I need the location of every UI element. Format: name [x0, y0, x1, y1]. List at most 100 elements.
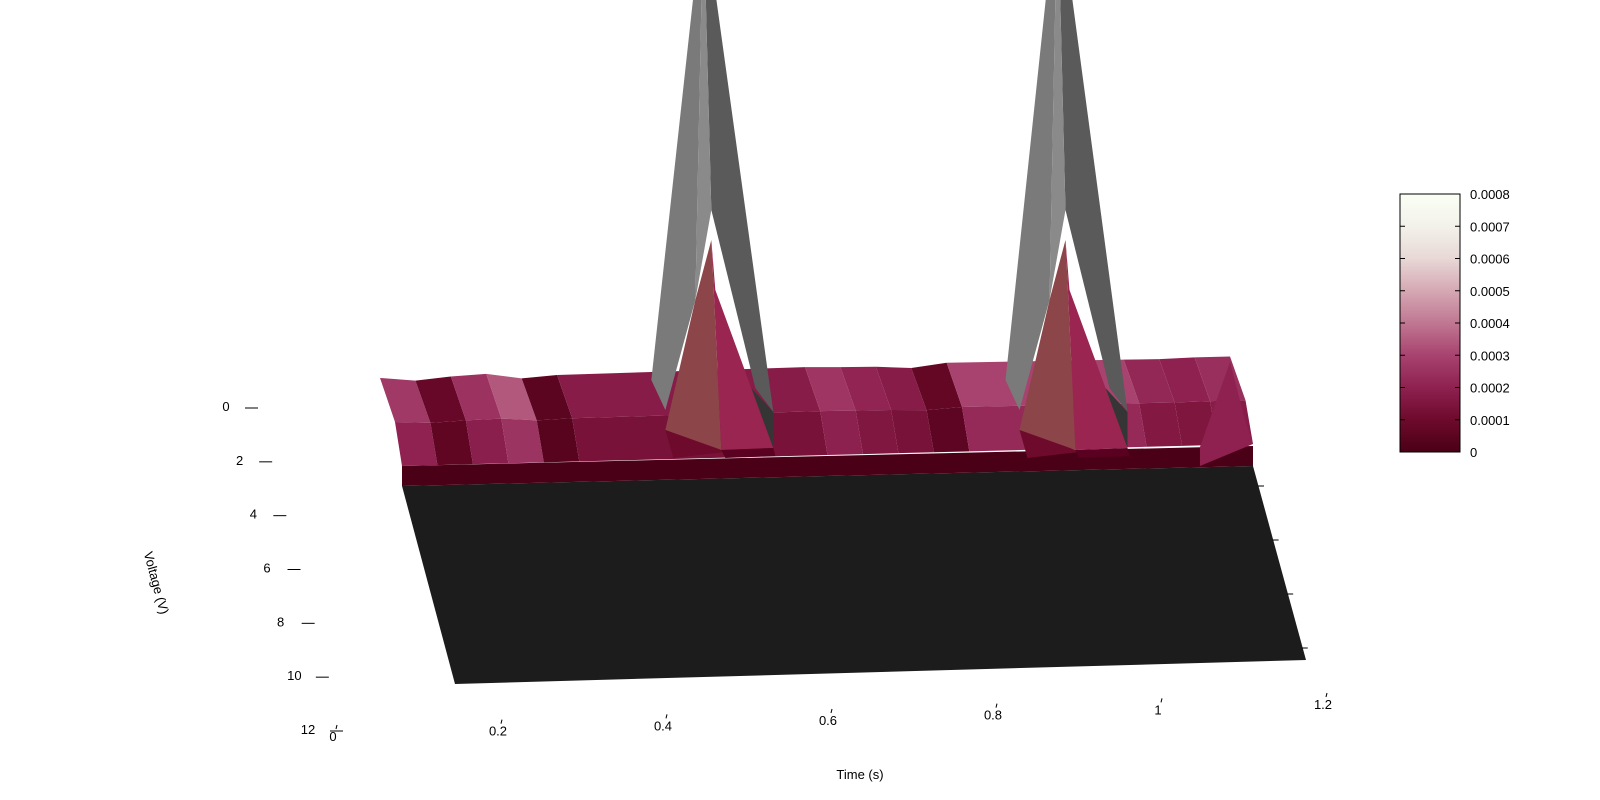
x-tick: 1 [1154, 698, 1163, 717]
peak-base [665, 430, 726, 458]
peak-flank [715, 290, 774, 448]
surface-strip [380, 377, 431, 423]
x-tick-label: 1.2 [1314, 697, 1332, 712]
peak-base [1019, 430, 1080, 458]
time-axis: 0 0.2 0.4 0.6 0.8 1 1.2 [329, 485, 1332, 744]
x-tick-mark [335, 724, 338, 730]
colorbar-tick-label: 0.0005 [1470, 284, 1510, 299]
surface-peak [1005, 0, 1130, 458]
y-tick-label: 12 [301, 722, 315, 737]
peak-flank [665, 240, 722, 450]
x-tick: 0 [329, 724, 338, 744]
surface-strip [855, 409, 899, 455]
y-tick-label: 6 [263, 561, 270, 576]
x-tick-mark [995, 703, 998, 708]
peak-face-right [1060, 0, 1128, 412]
peak-base [1075, 448, 1130, 458]
peak-face-left [651, 0, 702, 410]
surface-strip [450, 373, 502, 421]
x-tick-label: 1 [1154, 702, 1161, 717]
y-axis-title: Voltage (V) [141, 550, 172, 616]
surface-strip [430, 420, 473, 466]
peak-flank [1069, 290, 1128, 448]
peak-face-right [705, 0, 774, 412]
x-tick-label: 0 [329, 729, 336, 744]
surface-strip [1159, 357, 1211, 403]
surface-strip [501, 418, 544, 464]
peak-flank [711, 240, 774, 450]
peak-face-left [1005, 0, 1056, 410]
surface-edge [1200, 362, 1253, 466]
voltage-axis: 0 2 4 6 8 10 12 [222, 399, 343, 737]
colorbar-gradient [1399, 193, 1461, 453]
y-tick: 8 [277, 614, 315, 629]
x-tick-mark [1160, 698, 1163, 703]
colorbar-tick: 0.0006 [1400, 252, 1510, 267]
y-tick: 6 [263, 561, 301, 576]
surface-strip [805, 367, 856, 412]
peak-face-top [1049, 0, 1066, 300]
surface-strip [840, 366, 892, 411]
x-tick-mark [830, 708, 833, 714]
colorbar-tick: 0.0001 [1400, 413, 1510, 428]
surface-strip [465, 418, 509, 465]
x-tick-mark [500, 719, 503, 724]
colorbar: 0 0.0001 0.0002 0.0003 0.0004 0.0005 0.0006 0.0… [1399, 187, 1510, 460]
x-tick: 1.2 [1314, 692, 1332, 712]
x-tick-label: 0.2 [489, 724, 507, 739]
surface-strip [521, 375, 573, 421]
peak-flank [1019, 240, 1076, 450]
surface-strip [926, 407, 970, 453]
x-tick: 0.6 [819, 708, 837, 728]
surface-strip [1139, 402, 1183, 447]
y-tick: 0 [222, 399, 258, 414]
colorbar-tick-label: 0.0003 [1470, 348, 1510, 363]
colorbar-tick: 0 [1400, 445, 1477, 460]
x-tick-mark [665, 714, 668, 719]
colorbar-tick: 0.0003 [1400, 348, 1510, 363]
surface-strip [891, 409, 934, 454]
y-tick-label: 0 [222, 399, 229, 414]
x-tick: 0.4 [654, 714, 672, 733]
surface-strip [911, 362, 962, 411]
y-tick: 10 [287, 668, 329, 683]
surface-strip [486, 373, 537, 421]
colorbar-tick-label: 0.0006 [1470, 252, 1510, 267]
colorbar-tick: 0.0007 [1400, 219, 1510, 234]
colorbar-tick: 0.0004 [1400, 316, 1510, 331]
y-tick: 4 [250, 507, 287, 522]
peak-base [721, 448, 776, 458]
x-tick: 0.8 [984, 703, 1002, 723]
flat-surface-region [402, 466, 1306, 684]
colorbar-tick: 0.0002 [1400, 381, 1510, 396]
x-tick-label: 0.8 [984, 708, 1002, 723]
surface-strip [875, 366, 927, 411]
colorbar-tick: 0.0005 [1400, 284, 1510, 299]
peak-flank [1065, 240, 1128, 450]
y-tick: 2 [236, 453, 273, 468]
surface-peak [651, 0, 776, 458]
surface-layer [380, 0, 1306, 684]
y-tick-label: 10 [287, 668, 301, 683]
surface-strip [395, 421, 438, 466]
x-tick-label: 0.6 [819, 713, 837, 728]
colorbar-tick-label: 0.0008 [1470, 187, 1510, 202]
y-tick: 12 [301, 722, 343, 737]
colorbar-tick-label: 0.0007 [1470, 219, 1510, 234]
y-tick-label: 8 [277, 614, 284, 629]
y-tick-label: 4 [250, 507, 257, 522]
peak-face-top [695, 0, 712, 300]
x-tick: 0.2 [489, 719, 507, 739]
surface-strip [820, 410, 863, 455]
surface-strip [536, 418, 580, 463]
x-axis-title: Time (s) [836, 767, 883, 782]
x-tick-mark [1325, 692, 1328, 698]
colorbar-tick-label: 0.0002 [1470, 381, 1510, 396]
colorbar-tick: 0.0008 [1400, 187, 1510, 202]
colorbar-tick-label: 0.0004 [1470, 316, 1510, 331]
y-tick-label: 2 [236, 453, 243, 468]
colorbar-tick-label: 0.0001 [1470, 413, 1510, 428]
surface-strip [415, 376, 466, 423]
